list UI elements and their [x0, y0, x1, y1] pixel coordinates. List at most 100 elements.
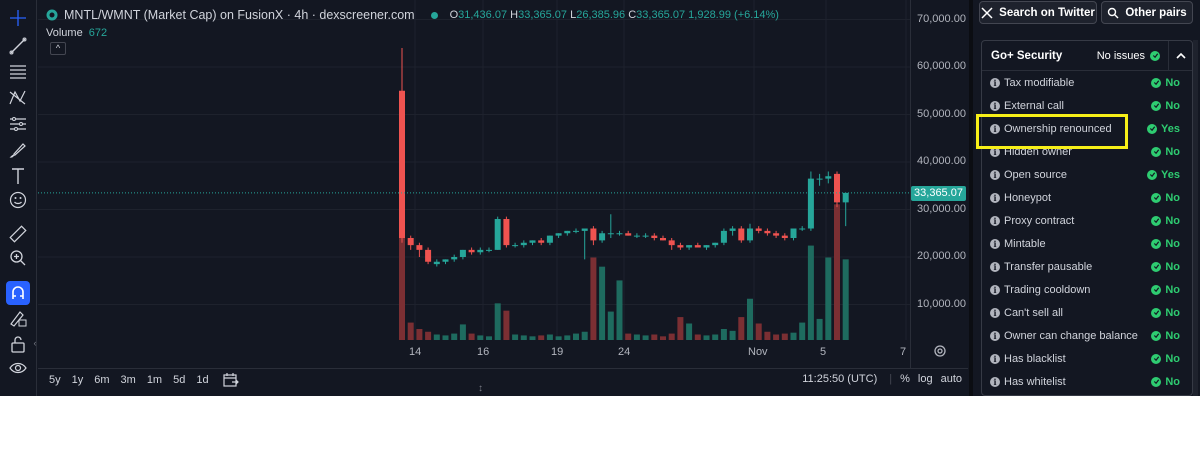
utc-clock[interactable]: 11:25:50 (UTC)	[802, 373, 878, 385]
candle	[738, 226, 745, 243]
info-icon[interactable]: i	[990, 353, 1000, 364]
search-twitter-button[interactable]: Search on Twitter	[979, 1, 1097, 24]
range-5d[interactable]: 5d	[173, 373, 186, 386]
price-chart[interactable]: MNTL/WMNT (Market Cap) on FusionX · 4h ·…	[38, 0, 910, 368]
volume-bar	[755, 323, 762, 340]
candle	[816, 173, 823, 186]
range-1m[interactable]: 1m	[146, 373, 163, 386]
security-row: i External call No	[982, 94, 1192, 117]
info-icon[interactable]: i	[990, 169, 1000, 180]
emoji-icon[interactable]	[6, 188, 30, 212]
volume-bar	[764, 331, 771, 340]
calendar-goto-icon[interactable]	[222, 372, 239, 387]
info-icon[interactable]: i	[990, 330, 1000, 341]
candle	[764, 228, 771, 236]
info-icon[interactable]: i	[990, 215, 1000, 226]
volume-bar	[651, 334, 658, 340]
candle	[651, 233, 658, 241]
pane-resize-handle[interactable]: ↕	[478, 383, 483, 394]
security-row-value: No	[1151, 307, 1180, 319]
range-1y[interactable]: 1y	[71, 373, 84, 386]
text-icon[interactable]	[6, 164, 30, 188]
range-1d[interactable]: 1d	[196, 373, 209, 386]
chart-canvas[interactable]	[38, 0, 910, 368]
info-icon[interactable]: i	[990, 284, 1000, 295]
range-6m[interactable]: 6m	[94, 373, 110, 386]
toolbar-collapse-icon[interactable]: ‹	[33, 338, 37, 348]
candle	[790, 228, 797, 241]
chevron-up-icon[interactable]	[1168, 41, 1192, 71]
percent-toggle[interactable]: %	[900, 373, 910, 385]
security-row: i Ownership renounced Yes	[982, 117, 1192, 140]
crosshair-icon[interactable]	[6, 6, 30, 30]
candle	[416, 242, 423, 257]
check-circle-icon	[1151, 238, 1162, 249]
volume-bar	[677, 317, 684, 340]
security-row: i Proxy contract No	[982, 209, 1192, 232]
eye-icon[interactable]	[6, 356, 30, 380]
info-icon[interactable]: i	[990, 307, 1000, 318]
candle	[442, 259, 449, 265]
forecast-icon[interactable]	[6, 112, 30, 136]
volume-bar	[529, 336, 536, 340]
trend-line-icon[interactable]	[6, 34, 30, 58]
divider: |	[889, 373, 893, 385]
log-toggle[interactable]: log	[917, 373, 933, 385]
auto-toggle[interactable]: auto	[940, 373, 962, 385]
security-row: i Can't sell all No	[982, 301, 1192, 324]
lock-icon[interactable]	[6, 332, 30, 356]
info-icon[interactable]: i	[990, 192, 1000, 203]
price-axis[interactable]: 70,000.00 60,000.00 50,000.00 40,000.00 30,0…	[910, 0, 968, 368]
volume-bar	[729, 330, 736, 340]
info-icon[interactable]: i	[990, 100, 1000, 111]
other-pairs-button[interactable]: Other pairs	[1101, 1, 1193, 24]
candle	[616, 230, 623, 236]
info-icon[interactable]: i	[990, 238, 1000, 249]
fib-icon[interactable]	[6, 60, 30, 84]
volume-bar	[555, 336, 562, 340]
candle	[807, 171, 814, 231]
zoom-icon[interactable]	[6, 246, 30, 270]
price-tick-label: 50,000.00	[917, 107, 966, 120]
info-icon[interactable]: i	[990, 261, 1000, 272]
ruler-icon[interactable]	[6, 222, 30, 246]
security-row-value: No	[1151, 353, 1180, 365]
time-tick-label: 14	[409, 346, 422, 358]
security-row-value: No	[1151, 100, 1180, 112]
fusionx-logo-icon	[46, 9, 58, 21]
info-icon[interactable]: i	[990, 77, 1000, 88]
check-circle-icon	[1151, 215, 1162, 226]
security-header[interactable]: Go+ Security No issues	[982, 41, 1192, 71]
panel-scrollbar[interactable]	[1193, 40, 1198, 396]
volume-bar	[451, 333, 458, 340]
security-row-label: Transfer pausable	[1004, 260, 1093, 273]
volume-bar	[703, 335, 710, 340]
info-icon[interactable]: i	[990, 376, 1000, 387]
magnet-icon[interactable]	[6, 281, 30, 305]
info-panel: Search on Twitter Other pairs Go+ Securi…	[969, 0, 1200, 396]
security-row-label: Honeypot	[1004, 191, 1052, 204]
candle	[729, 226, 736, 236]
range-3m[interactable]: 3m	[120, 373, 136, 386]
candle	[451, 254, 458, 262]
volume-bar	[668, 333, 675, 340]
price-tick-label: 60,000.00	[917, 60, 966, 72]
candle	[399, 48, 405, 243]
chart-legend: MNTL/WMNT (Market Cap) on FusionX · 4h ·…	[46, 8, 779, 22]
info-icon[interactable]: i	[990, 123, 1000, 134]
last-price-label: 33,365.07	[911, 185, 966, 201]
lock-draw-icon[interactable]	[6, 306, 30, 330]
price-tick-label: 30,000.00	[917, 202, 966, 215]
info-icon[interactable]: i	[990, 146, 1000, 157]
chart-settings-icon[interactable]	[933, 344, 947, 358]
volume-bar	[512, 334, 519, 340]
pattern-icon[interactable]	[6, 86, 30, 110]
volume-bar	[442, 335, 449, 340]
range-5y[interactable]: 5y	[49, 373, 61, 386]
brush-icon[interactable]	[6, 138, 30, 162]
check-circle-icon	[1151, 330, 1162, 341]
volume-bar	[781, 333, 788, 340]
security-row: i Trading cooldown No	[982, 278, 1192, 301]
candle	[781, 233, 788, 241]
legend-collapse-button[interactable]: ^	[50, 42, 66, 55]
